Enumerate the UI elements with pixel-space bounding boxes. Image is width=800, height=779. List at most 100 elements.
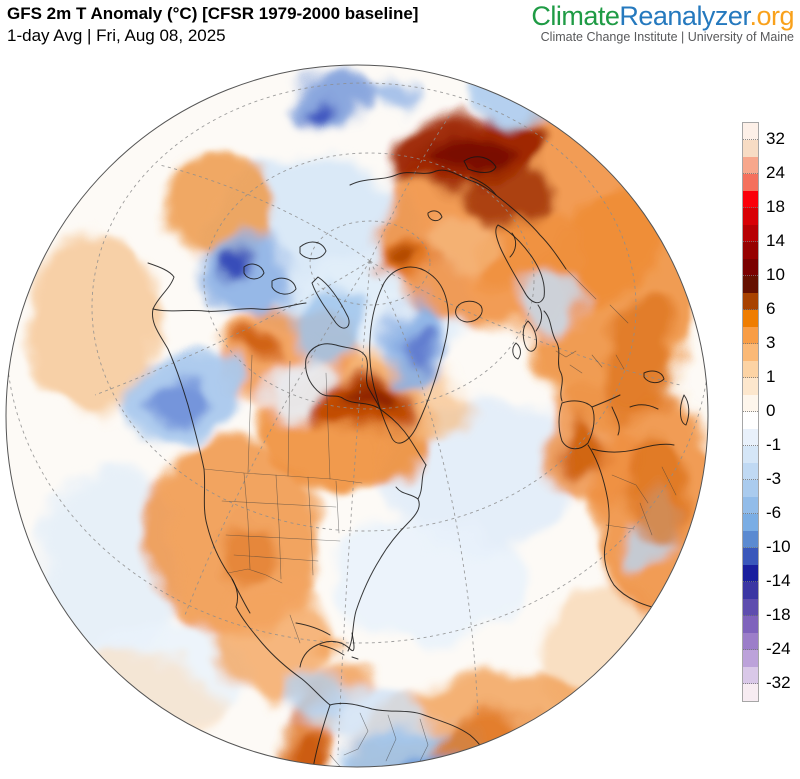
- colorbar-segment: [743, 225, 758, 242]
- colorbar-segment: [743, 633, 758, 650]
- colorbar-segment: [743, 208, 758, 225]
- graticule-meridian: [184, 260, 371, 616]
- anomaly-region-nwt-dark-spot: [230, 333, 274, 361]
- globe-map: [5, 64, 709, 768]
- graticule-meridian: [94, 260, 371, 396]
- colorbar-tick-label: 6: [766, 299, 776, 318]
- border-south-america: [329, 712, 429, 767]
- coastline-victoria-island: [271, 277, 297, 295]
- coastline-britain: [522, 320, 537, 352]
- border-us-states-1: [243, 472, 340, 580]
- colorbar-tick-line: [743, 615, 758, 616]
- colorbar-segment: [743, 429, 758, 446]
- coastline-black-sea: [643, 370, 665, 384]
- coastline-svalbard: [427, 210, 443, 222]
- colorbar-tick-label: -1: [766, 435, 782, 454]
- anomaly-region-beaufort-dark-core: [218, 254, 254, 284]
- anomaly-region-limb-warm-left: [35, 225, 155, 425]
- colorbar-tick-line: [743, 547, 758, 548]
- map-title: GFS 2m T Anomaly (°C) [CFSR 1979-2000 ba…: [7, 4, 419, 23]
- colorbar-segment: [743, 531, 758, 548]
- colorbar-tick-line: [743, 173, 758, 174]
- coastline-mediterranean-south: [591, 443, 675, 453]
- colorbar-segment: [743, 446, 758, 463]
- colorbar-segment: [743, 344, 758, 361]
- colorbar: 32 24 18 14 10 6 3 1 0 -1 -3 -6 -10 -14 -18 -24 -32: [742, 122, 800, 704]
- colorbar-tick-line: [743, 649, 758, 650]
- border-africa: [605, 466, 677, 536]
- colorbar-segment: [743, 684, 758, 701]
- colorbar-tick-line: [743, 683, 758, 684]
- colorbar-segment: [743, 327, 758, 344]
- coastline-greenland: [369, 266, 449, 444]
- colorbar-segment: [743, 378, 758, 395]
- colorbar-segment: [743, 412, 758, 429]
- colorbar-segment: [743, 667, 758, 684]
- colorbar-segment: [743, 497, 758, 514]
- colorbar-tick-label: -24: [766, 639, 791, 658]
- colorbar-tick-line: [743, 207, 758, 208]
- colorbar-tick-label: -6: [766, 503, 782, 522]
- coastline-mediterranean-north: [591, 394, 659, 436]
- anomaly-region-europe-blue: [528, 273, 584, 337]
- colorbar-segment: [743, 463, 758, 480]
- colorbar-tick-label: -18: [766, 605, 791, 624]
- colorbar-bar: [742, 122, 759, 702]
- colorbar-tick-label: 10: [766, 265, 785, 284]
- graticule-parallel: [91, 82, 637, 532]
- colorbar-segment: [743, 514, 758, 531]
- colorbar-tick-label: 1: [766, 367, 776, 386]
- colorbar-segment: [743, 276, 758, 293]
- anomaly-region-atlantic-pale-blue-2: [335, 520, 525, 640]
- coastline-siberia: [349, 169, 567, 270]
- anomaly-region-norwegian-sea-tint: [422, 213, 514, 273]
- site-logo[interactable]: ClimateReanalyzer.org Climate Change Ins…: [531, 2, 794, 45]
- coastline-scandinavia: [495, 224, 545, 304]
- coastline-baffin-island: [311, 276, 350, 329]
- coastline-gulf-florida: [299, 632, 355, 668]
- graticule-parallel: [309, 220, 431, 306]
- coastline-layer: [147, 156, 690, 767]
- site-logo-wordmark[interactable]: ClimateReanalyzer.org: [531, 2, 794, 30]
- coastline-baltic: [535, 304, 543, 332]
- anomaly-region-limb-warm-bottom-right: [540, 585, 690, 755]
- border-us-states-2: [221, 500, 341, 562]
- colorbar-tick-label: -10: [766, 537, 791, 556]
- colorbar-tick-label: 24: [766, 163, 785, 182]
- colorbar-tick-label: 18: [766, 197, 785, 216]
- coastline-labrador: [379, 408, 427, 466]
- anomaly-region-greenland-blue-core: [403, 323, 427, 371]
- colorbar-tick-label: -32: [766, 673, 791, 692]
- map-subtitle: 1-day Avg | Fri, Aug 08, 2025: [7, 26, 226, 45]
- anomaly-region-pacific-pale-blue: [44, 465, 180, 655]
- coastline-baja: [231, 578, 251, 614]
- anomaly-region-peru-dark: [288, 737, 324, 767]
- coastline-sa-north: [329, 702, 488, 767]
- graticule-meridian: [369, 260, 479, 716]
- anomaly-region-rockies-blue-core: [150, 382, 210, 424]
- colorbar-tick-line: [743, 513, 758, 514]
- coastline-iberia: [558, 400, 595, 450]
- border-mexico-central-america: [289, 614, 301, 644]
- colorbar-tick-line: [743, 139, 758, 140]
- colorbar-tick-label: 14: [766, 231, 785, 250]
- coastline-iceland: [455, 300, 483, 323]
- colorbar-tick-line: [743, 241, 758, 242]
- colorbar-segment: [743, 191, 758, 208]
- logo-part-reanalyzer: Reanalyzer: [619, 1, 750, 31]
- anomaly-region-taymyr-dark: [470, 161, 554, 219]
- title-block: GFS 2m T Anomaly (°C) [CFSR 1979-2000 ba…: [7, 3, 418, 47]
- colorbar-segment: [743, 582, 758, 599]
- anomaly-region-hispaniola-warm: [312, 636, 348, 654]
- colorbar-segment: [743, 293, 758, 310]
- coastline-novaya-zemlya: [463, 156, 497, 196]
- coastline-hudson-bay: [305, 343, 381, 410]
- anomaly-region-east-europe-dark: [601, 297, 679, 413]
- colorbar-tick-line: [743, 343, 758, 344]
- coastline-sa-west: [311, 704, 331, 767]
- colorbar-segment: [743, 310, 758, 327]
- anomaly-region-us-plains-dark: [218, 523, 270, 583]
- colorbar-segment: [743, 599, 758, 616]
- colorbar-tick-label: 32: [766, 129, 785, 148]
- graticule-layer: [6, 65, 708, 756]
